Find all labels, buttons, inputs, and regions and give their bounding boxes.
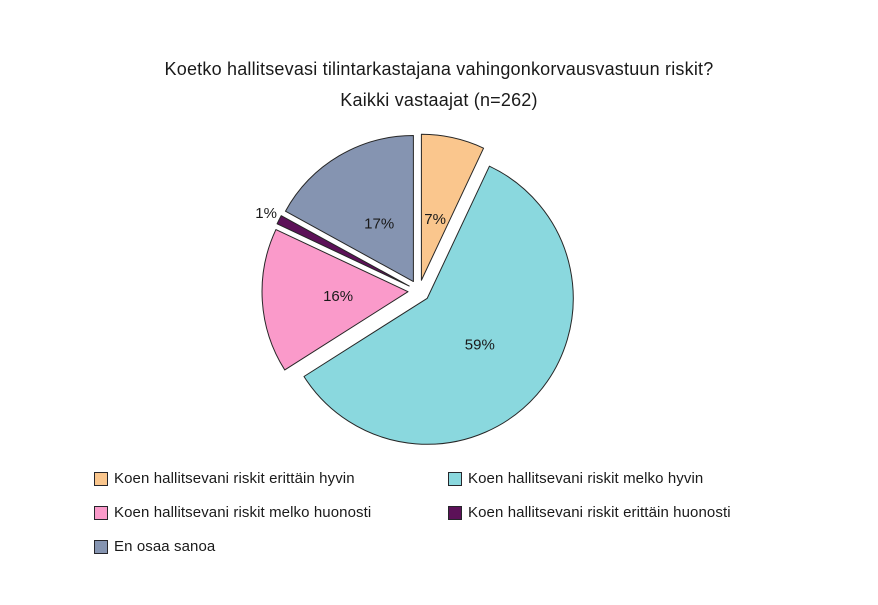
pie-slice-label-1: 7% <box>424 211 446 228</box>
pie-slice-2 <box>303 165 574 445</box>
legend-swatch-icon <box>94 471 108 486</box>
legend-swatch-icon <box>94 505 108 520</box>
legend-item-3: Koen hallitsevani riskit melko huonosti <box>94 504 448 521</box>
chart-title: Koetko hallitsevasi tilintarkastajana va… <box>0 54 878 116</box>
legend: Koen hallitsevani riskit erittäin hyvin K… <box>94 470 731 555</box>
legend-label: Koen hallitsevani riskit melko hyvin <box>468 470 704 487</box>
legend-label: En osaa sanoa <box>114 538 216 555</box>
legend-swatch-icon <box>448 505 462 520</box>
pie-slice-3 <box>261 229 409 371</box>
legend-item-4: Koen hallitsevani riskit erittäin huonos… <box>448 504 731 521</box>
legend-label: Koen hallitsevani riskit erittäin huonos… <box>468 504 731 521</box>
pie-slice-1 <box>420 133 485 281</box>
chart-title-line2: Kaikki vastaajat (n=262) <box>340 90 538 110</box>
legend-swatch-icon <box>94 539 108 554</box>
legend-item-1: Koen hallitsevani riskit erittäin hyvin <box>94 470 448 487</box>
chart-title-line1: Koetko hallitsevasi tilintarkastajana va… <box>164 59 714 79</box>
pie-slice-4 <box>276 215 410 287</box>
legend-label: Koen hallitsevani riskit erittäin hyvin <box>114 470 355 487</box>
legend-item-2: Koen hallitsevani riskit melko hyvin <box>448 470 731 487</box>
legend-item-5: En osaa sanoa <box>94 538 448 555</box>
pie-slice-label-2: 59% <box>465 337 495 354</box>
pie-slice-label-3: 16% <box>323 288 353 305</box>
pie-slice-label-4: 1% <box>255 205 277 222</box>
legend-label: Koen hallitsevani riskit melko huonosti <box>114 504 372 521</box>
legend-swatch-icon <box>448 471 462 486</box>
pie-slice-5 <box>284 135 414 283</box>
pie-slice-label-5: 17% <box>364 216 394 233</box>
